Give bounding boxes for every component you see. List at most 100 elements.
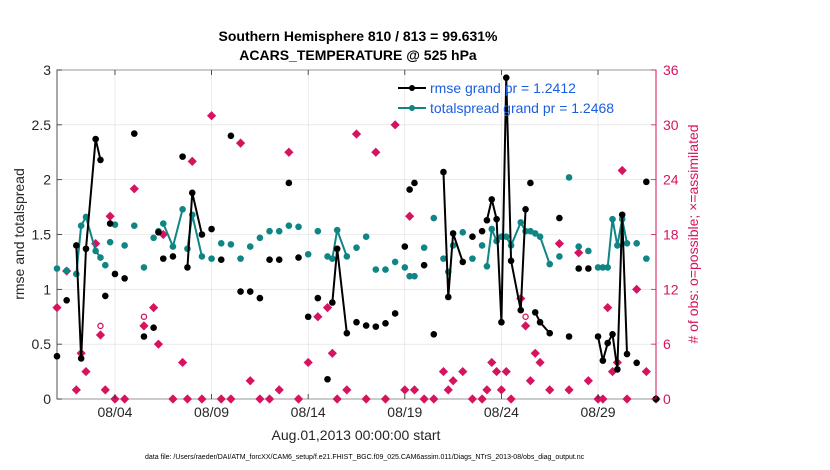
obs-possible-point	[140, 313, 148, 320]
rmse-point	[493, 215, 500, 223]
totalspread-point	[150, 234, 157, 242]
obs-assimilated-point	[327, 348, 337, 358]
rmse-point	[618, 211, 626, 219]
obs-assimilated-point	[371, 147, 381, 157]
rmse-point	[585, 265, 592, 272]
rmse-point	[372, 323, 380, 330]
obs-assimilated-point	[264, 394, 275, 404]
totalspread-point	[246, 243, 254, 250]
rmse-point	[329, 299, 336, 306]
right-y-axis-label: # of obs: o=possible; ×=assimilated	[685, 124, 701, 343]
obs-assimilated-point	[120, 394, 130, 404]
obs-assimilated-point	[81, 366, 91, 377]
rmse-point	[449, 230, 457, 237]
obs-assimilated-point	[139, 321, 149, 331]
rmse-point	[63, 297, 70, 304]
totalspread-point	[401, 264, 409, 271]
totalspread-point	[440, 255, 447, 262]
rmse-point	[401, 243, 409, 250]
rmse-point	[575, 265, 583, 272]
totalspread-point	[198, 253, 206, 260]
obs-assimilated-point	[380, 394, 391, 404]
obs-assimilated-point	[168, 394, 178, 404]
obs-assimilated-point	[607, 366, 618, 377]
obs-assimilated-point	[409, 385, 420, 395]
y-tick-label: 1.5	[32, 227, 52, 243]
rmse-point	[314, 294, 322, 302]
obs-assimilated-point	[153, 339, 164, 349]
totalspread-point	[575, 243, 583, 250]
totalspread-point	[488, 225, 496, 233]
rmse-point	[246, 288, 254, 295]
totalspread-point	[179, 205, 186, 213]
obs-assimilated-point	[100, 385, 110, 395]
rmse-point	[478, 227, 486, 235]
totalspread-point	[130, 222, 138, 230]
obs-assimilated-point	[487, 357, 497, 368]
totalspread-point	[633, 239, 640, 247]
rmse-point	[406, 186, 413, 193]
rmse-point	[643, 178, 650, 186]
obs-assimilated-point	[322, 303, 333, 313]
rmse-point	[140, 333, 148, 340]
obs-assimilated-point	[177, 357, 188, 368]
right-y-axis-ticks: 0 6 12 18 24 30 36	[651, 62, 679, 407]
y-axis-label: rmse and totalspread	[11, 168, 27, 300]
totalspread-point	[483, 263, 491, 270]
obs-assimilated-point	[332, 394, 342, 404]
totalspread-point	[208, 255, 215, 262]
x-tick-label: 08/24	[484, 404, 519, 420]
totalspread-point	[82, 213, 90, 221]
obs-assimilated-point	[598, 394, 608, 404]
totalspread-point	[343, 253, 351, 260]
obs-assimilated-point	[52, 303, 62, 313]
y-tick-label: 0	[43, 391, 51, 407]
y-tick-label: 3	[43, 62, 51, 78]
x-axis-ticks: 08/04 08/09 08/14 08/19 08/24 08/29	[97, 70, 616, 420]
totalspread-point	[420, 244, 428, 251]
x-tick-label: 08/19	[387, 404, 422, 420]
totalspread-point	[63, 267, 70, 274]
rmse-point	[594, 333, 602, 340]
rmse-point	[440, 168, 447, 176]
rmse-point	[121, 275, 128, 282]
rmse-point	[155, 229, 162, 236]
rmse-point	[150, 324, 157, 332]
totalspread-point	[623, 239, 631, 247]
obs-assimilated-point	[641, 366, 651, 377]
obs-assimilated-point	[574, 248, 584, 258]
x-axis-label: Aug.01,2013 00:00:00 start	[272, 427, 441, 443]
totalspread-point	[169, 243, 177, 250]
obs-assimilated-point	[216, 394, 226, 404]
rmse-point	[444, 293, 452, 301]
rmse-point	[179, 153, 186, 160]
obs-assimilated-point	[71, 385, 81, 395]
obs-assimilated-point	[525, 376, 536, 386]
totalspread-point	[604, 264, 611, 271]
obs-assimilated-point	[187, 156, 197, 166]
rmse-point	[536, 318, 544, 326]
obs-assimilated-point	[448, 376, 458, 386]
rmse-point	[362, 322, 370, 329]
rmse-point	[488, 196, 496, 203]
obs-assimilated-point	[491, 366, 502, 377]
obs-assimilated-point	[438, 366, 449, 377]
right-y-tick-label: 12	[663, 281, 679, 297]
rmse-point	[623, 350, 631, 358]
rmse-point	[382, 320, 389, 327]
rmse-point	[507, 257, 515, 265]
obs-assimilated-point	[390, 120, 400, 130]
obs-assimilated-point	[583, 376, 593, 386]
obs-assimilated-point	[564, 385, 574, 395]
totalspread-point	[546, 260, 554, 268]
rmse-point	[565, 333, 573, 340]
rmse-point	[53, 352, 61, 360]
obs-assimilated-point	[149, 303, 159, 313]
obs-assimilated-point	[313, 312, 323, 322]
rmse-point	[102, 292, 109, 300]
obs-possible-point	[522, 313, 529, 320]
obs-assimilated-point	[530, 348, 540, 358]
totalspread-point	[53, 265, 61, 272]
rmse-line	[485, 77, 527, 323]
